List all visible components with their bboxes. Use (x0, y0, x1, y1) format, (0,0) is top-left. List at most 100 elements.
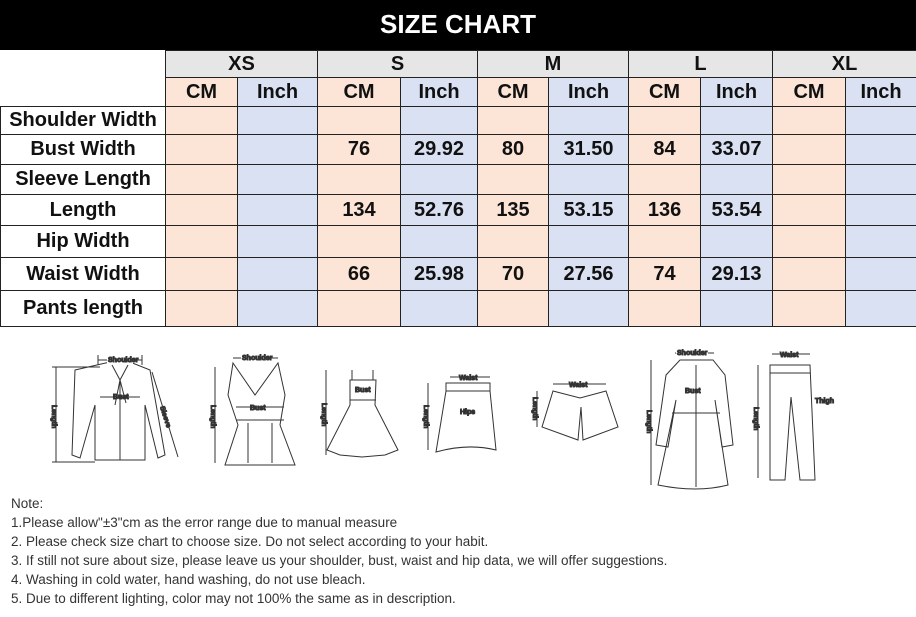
dress-bust-label: Bust (355, 387, 371, 394)
cell-cm (628, 106, 702, 135)
cell-cm: 135 (477, 194, 549, 226)
cell-cm: 84 (628, 134, 702, 165)
shorts-length-label: Length (531, 397, 538, 420)
dress-length-label: Length (320, 403, 327, 426)
size-header-xs: XS (165, 50, 318, 78)
tank-length-label: Length (209, 405, 216, 428)
cell-inch (547, 225, 630, 258)
row-label: Shoulder Width (0, 106, 166, 135)
unit-header-inch: Inch (845, 77, 916, 107)
cell-cm: 74 (628, 257, 702, 291)
cell-inch: 29.13 (700, 257, 774, 291)
cell-inch (845, 290, 916, 327)
cell-cm (628, 290, 702, 327)
skirt-length-label: Length (422, 405, 429, 428)
pants-length-label: Length (752, 407, 759, 430)
cell-cm: 70 (477, 257, 549, 291)
cell-inch (400, 164, 478, 195)
row-label: Bust Width (0, 134, 166, 165)
cell-cm: 134 (317, 194, 401, 226)
tank-bust-label: Bust (250, 405, 266, 412)
size-header-xl: XL (772, 50, 916, 78)
corner-cell (0, 50, 166, 107)
unit-header-inch: Inch (400, 77, 478, 107)
coat-bust-label: Bust (685, 388, 701, 395)
unit-header-cm: CM (477, 77, 549, 107)
cell-cm (165, 225, 238, 258)
cell-cm (772, 257, 847, 291)
cell-cm (165, 134, 238, 165)
cell-cm: 80 (477, 134, 549, 165)
cell-cm (772, 194, 847, 226)
row-label: Sleeve Length (0, 164, 166, 195)
cell-inch (400, 106, 478, 135)
cell-inch (547, 290, 630, 327)
skirt-hips-label: Hips (460, 409, 475, 416)
cell-cm (477, 164, 549, 195)
coat-length-label: Length (645, 410, 652, 433)
cell-cm (165, 194, 238, 226)
cell-cm (628, 225, 702, 258)
cell-cm (772, 164, 847, 195)
cell-cm: 66 (317, 257, 401, 291)
size-chart-table: XS S M L XL CM Inch CM Inch CM Inch CM Inch CM Inch Sho… (0, 50, 916, 327)
note-item: 5. Due to different lighting, color may … (11, 591, 456, 606)
notes-heading: Note: (11, 496, 44, 511)
size-header-s: S (317, 50, 478, 78)
table-row: Sleeve Length (0, 164, 916, 195)
shirt-length-label: Length (50, 405, 57, 428)
cell-cm: 136 (628, 194, 702, 226)
note-item: 2. Please check size chart to choose siz… (11, 534, 489, 549)
shirt-shoulder-label: Shoulder (108, 357, 139, 364)
table-row: Shoulder Width (0, 106, 916, 135)
cell-inch (237, 134, 318, 165)
pants-waist-label: Waist (780, 352, 799, 359)
unit-header-inch: Inch (547, 77, 630, 107)
unit-header-inch: Inch (700, 77, 774, 107)
unit-header-cm: CM (772, 77, 847, 107)
unit-header-cm: CM (165, 77, 238, 107)
cell-cm: 76 (317, 134, 401, 165)
cell-inch (237, 225, 318, 258)
cell-cm (772, 225, 847, 258)
unit-header-row: CM Inch CM Inch CM Inch CM Inch CM Inch (1, 77, 916, 107)
measurement-illustrations: Shoulder Bust Length Sleeve Shoulder Bus… (50, 348, 835, 490)
cell-inch: 33.07 (700, 134, 774, 165)
skirt-illustration: Waist Hips Length (422, 375, 497, 453)
pants-illustration: Waist Thigh Length (752, 352, 835, 481)
cell-inch (237, 106, 318, 135)
size-chart-title: SIZE CHART (0, 0, 916, 50)
cell-inch: 29.92 (400, 134, 478, 165)
cell-cm (317, 164, 401, 195)
cell-cm (165, 164, 238, 195)
table-row: Hip Width (0, 225, 916, 258)
note-item: 4. Washing in cold water, hand washing, … (11, 572, 366, 587)
note-item: 3. If still not sure about size, please … (11, 553, 668, 568)
cell-cm (477, 290, 549, 327)
cell-cm (317, 225, 401, 258)
cell-cm (317, 106, 401, 135)
tank-shoulder-label: Shoulder (242, 355, 273, 362)
size-header-m: M (476, 50, 630, 78)
cell-inch (845, 194, 916, 226)
cell-cm (772, 290, 847, 327)
cell-cm (165, 106, 238, 135)
unit-header-cm: CM (317, 77, 401, 107)
cell-inch: 53.54 (700, 194, 774, 226)
cell-inch (237, 290, 318, 327)
cell-inch: 27.56 (547, 257, 630, 291)
cell-inch: 25.98 (400, 257, 478, 291)
cell-inch (400, 225, 478, 258)
cell-cm (772, 106, 847, 135)
tank-top-illustration: Shoulder Bust Length (209, 353, 296, 466)
skirt-waist-label: Waist (459, 375, 478, 382)
row-label: Hip Width (0, 225, 166, 258)
cell-inch (845, 164, 916, 195)
row-label: Pants length (0, 290, 166, 327)
cell-inch (700, 164, 774, 195)
cell-inch (237, 257, 318, 291)
cell-inch (845, 225, 916, 258)
coat-illustration: Shoulder Bust Length (645, 348, 734, 490)
cell-inch (237, 194, 318, 226)
cell-cm (165, 290, 238, 327)
